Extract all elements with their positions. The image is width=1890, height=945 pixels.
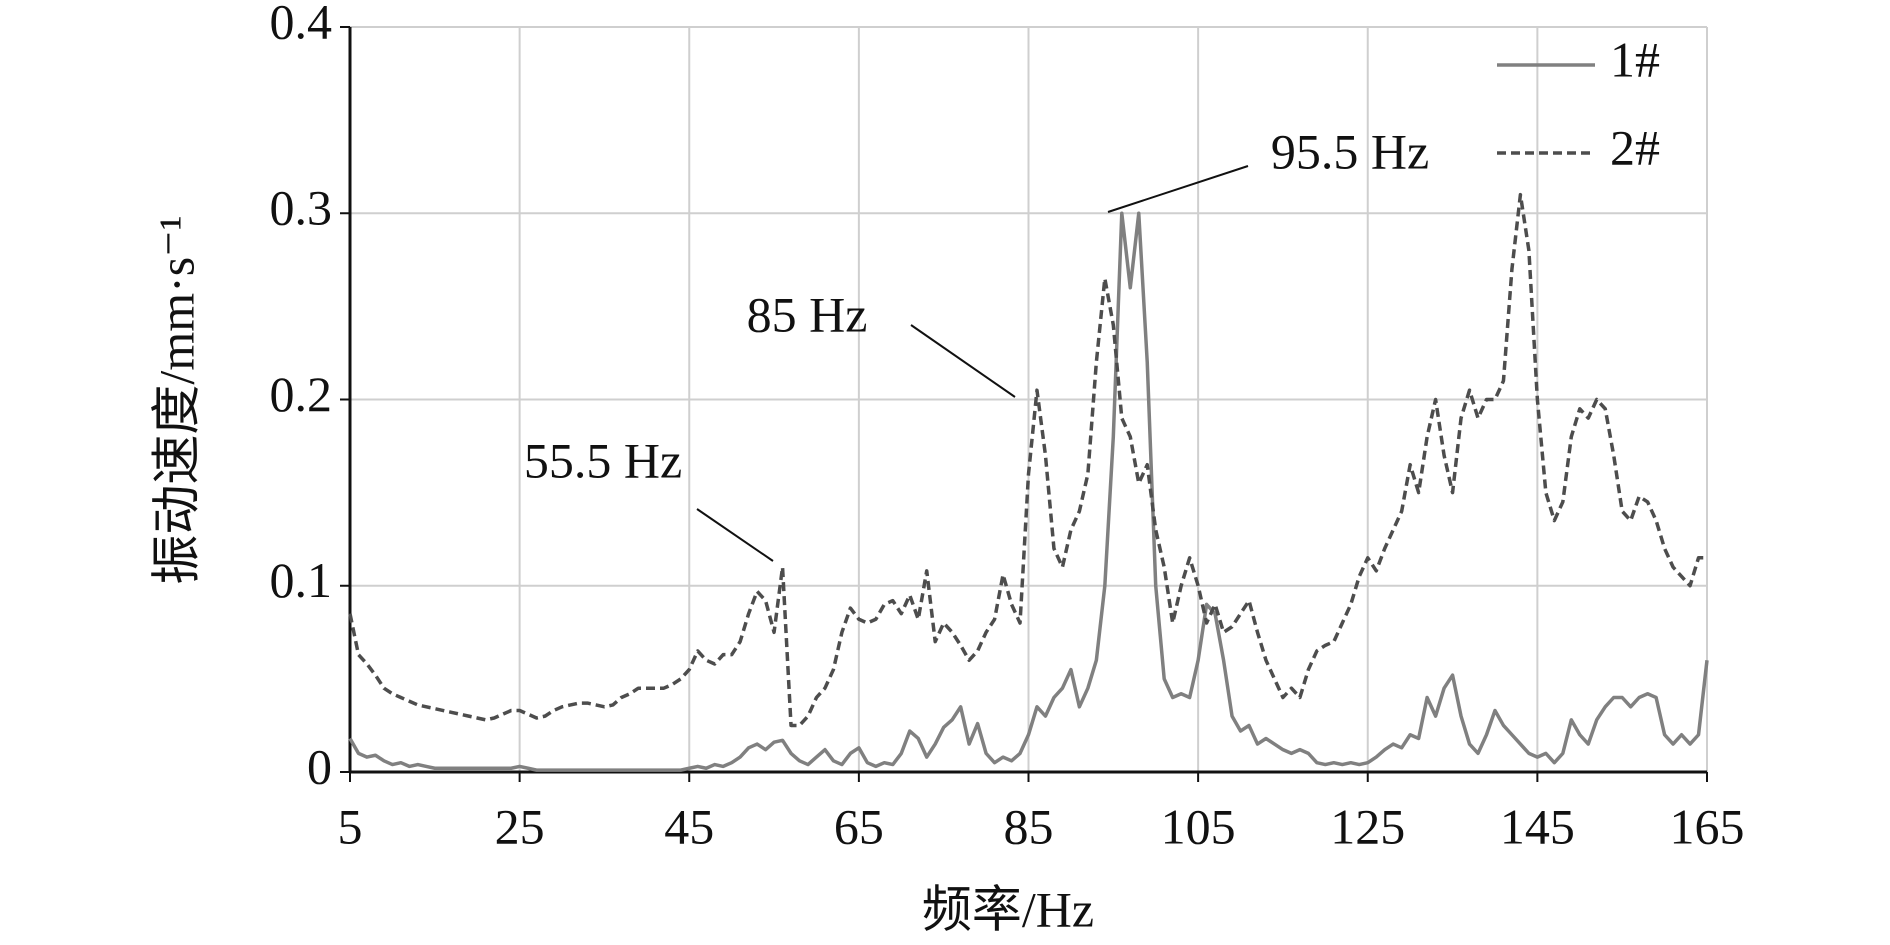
y-tick-label: 0.3 <box>270 180 333 236</box>
y-axis-label: 振动速度/mm·s⁻¹ <box>148 215 204 584</box>
data-line <box>348 192 1707 728</box>
y-tick-label: 0.4 <box>270 0 333 49</box>
annotation: 55.5 Hz <box>524 432 682 488</box>
x-tick-label: 25 <box>495 798 545 854</box>
x-tick-label: 65 <box>834 798 884 854</box>
x-tick-label: 105 <box>1161 798 1236 854</box>
x-tick-label: 5 <box>338 798 363 854</box>
annotation-leader <box>910 324 1016 398</box>
y-tick-label: 0 <box>307 738 332 794</box>
y-tick-label: 0.1 <box>270 552 333 608</box>
legend-label: 2# <box>1610 119 1660 175</box>
x-tick-label: 85 <box>1004 798 1054 854</box>
annotation-leader <box>1107 165 1249 213</box>
x-tick-label: 165 <box>1670 798 1745 854</box>
annotation: 85 Hz <box>747 286 868 342</box>
annotation: 95.5 Hz <box>1271 123 1429 179</box>
data-line <box>348 211 1709 772</box>
x-tick-label: 145 <box>1500 798 1575 854</box>
annotation-leader <box>696 508 774 562</box>
x-axis-label: 频率/Hz <box>922 881 1094 937</box>
x-tick-label: 45 <box>664 798 714 854</box>
legend-label: 1# <box>1610 31 1660 87</box>
x-tick-label: 125 <box>1330 798 1405 854</box>
y-tick-label: 0.2 <box>270 366 333 422</box>
